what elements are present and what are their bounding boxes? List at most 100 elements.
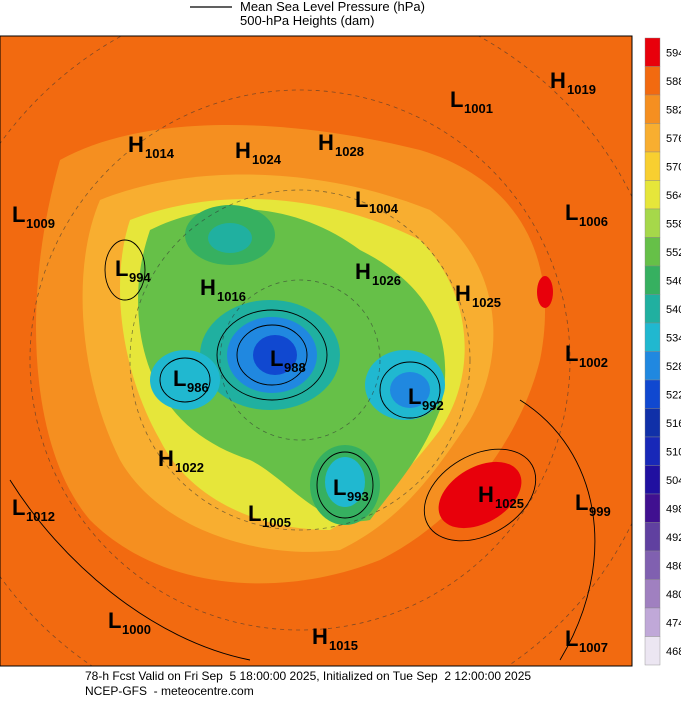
- isobar: [236, 324, 308, 386]
- colorbar-swatch: [644, 294, 661, 324]
- isobar: [519, 399, 596, 661]
- center-letter: L: [108, 608, 121, 633]
- center-pressure: 1009: [26, 216, 55, 231]
- height-region: [150, 350, 220, 410]
- colorbar-swatch: [644, 436, 661, 466]
- colorbar-swatch: [644, 237, 661, 267]
- center-letter: H: [355, 259, 371, 284]
- center-pressure: 999: [589, 504, 611, 519]
- center-pressure: 1007: [579, 640, 608, 655]
- colorbar-swatch: [644, 522, 661, 552]
- height-region: [208, 223, 252, 253]
- center-pressure: 988: [284, 360, 306, 375]
- latitude-line: [29, 89, 571, 631]
- colorbar-label: 552: [666, 247, 681, 259]
- center-letter: L: [575, 490, 588, 515]
- center-pressure: 1000: [122, 622, 151, 637]
- map-frame: [0, 35, 633, 667]
- center-pressure: 1002: [579, 355, 608, 370]
- center-pressure: 986: [187, 380, 209, 395]
- colorbar-label: 528: [666, 361, 681, 373]
- center-pressure: 992: [422, 398, 444, 413]
- center-letter: H: [235, 138, 251, 163]
- colorbar-label: 474: [666, 617, 681, 629]
- center-pressure: 1006: [579, 214, 608, 229]
- height-region: [390, 372, 430, 408]
- center-letter: L: [12, 202, 25, 227]
- center-pressure: 1015: [329, 638, 358, 653]
- map: [0, 35, 633, 667]
- legend-label: Mean Sea Level Pressure (hPa): [240, 0, 425, 14]
- colorbar-label: 576: [666, 133, 681, 145]
- center-letter: H: [158, 446, 174, 471]
- center-letter: L: [173, 366, 186, 391]
- colorbar-label: 540: [666, 304, 681, 316]
- colorbar-swatch: [644, 322, 661, 352]
- center-pressure: 993: [347, 489, 369, 504]
- colorbar-label: 582: [666, 104, 681, 116]
- center-letter: L: [565, 626, 578, 651]
- center-letter: H: [318, 130, 334, 155]
- center-letter: L: [270, 346, 283, 371]
- height-region: [253, 335, 297, 375]
- center-pressure: 1012: [26, 509, 55, 524]
- colorbar-label: 558: [666, 218, 681, 230]
- colorbar-swatch: [644, 379, 661, 409]
- colorbar-swatch: [644, 351, 661, 381]
- colorbar-label: 522: [666, 389, 681, 401]
- colorbar-swatch: [644, 123, 661, 153]
- center-pressure: 1004: [369, 201, 399, 216]
- center-letter: L: [248, 501, 261, 526]
- colorbar-swatch: [644, 408, 661, 438]
- center-letter: H: [312, 624, 328, 649]
- latitude-line: [129, 189, 471, 531]
- center-pressure: 1022: [175, 460, 204, 475]
- colorbar-swatch: [644, 37, 661, 67]
- isobar: [159, 357, 211, 403]
- isobar: [9, 479, 251, 661]
- center-pressure: 1005: [262, 515, 291, 530]
- footer-text: 78-h Fcst Valid on Fri Sep 5 18:00:00 20…: [85, 669, 531, 683]
- footer-text: NCEP-GFS - meteocentre.com: [85, 684, 254, 698]
- colorbar-swatch: [644, 66, 661, 96]
- isobar: [379, 361, 441, 419]
- colorbar-swatch: [644, 180, 661, 210]
- isobar: [104, 239, 146, 301]
- center-letter: L: [450, 87, 463, 112]
- colorbar-label: 570: [666, 161, 681, 173]
- colorbar-label: 510: [666, 446, 681, 458]
- colorbar-label: 468: [666, 646, 681, 658]
- colorbar-label: 546: [666, 275, 681, 287]
- height-region: [537, 276, 553, 308]
- center-pressure: 994: [129, 270, 151, 285]
- colorbar-label: 480: [666, 589, 681, 601]
- colorbar-swatch: [644, 636, 661, 666]
- center-letter: H: [478, 482, 494, 507]
- center-pressure: 1028: [335, 144, 364, 159]
- center-pressure: 1025: [495, 496, 524, 511]
- center-letter: H: [200, 275, 216, 300]
- colorbar-swatch: [644, 151, 661, 181]
- center-pressure: 1025: [472, 295, 501, 310]
- center-letter: L: [355, 187, 368, 212]
- center-letter: L: [565, 200, 578, 225]
- center-letter: L: [408, 384, 421, 409]
- colorbar-label: 516: [666, 418, 681, 430]
- legend-label: 500-hPa Heights (dam): [240, 13, 374, 28]
- center-letter: L: [12, 495, 25, 520]
- colorbar-swatch: [644, 265, 661, 295]
- colorbar-swatch: [644, 579, 661, 609]
- colorbar-swatch: [644, 465, 661, 495]
- latitude-line: [219, 279, 381, 441]
- colorbar-label: 486: [666, 560, 681, 572]
- center-pressure: 1001: [464, 101, 493, 116]
- colorbar-swatch: [644, 493, 661, 523]
- colorbar-swatch: [644, 208, 661, 238]
- colorbar-label: 492: [666, 532, 681, 544]
- colorbar-label: 588: [666, 76, 681, 88]
- isobar: [316, 451, 374, 519]
- colorbar-swatch: [644, 550, 661, 580]
- height-region: [438, 461, 522, 529]
- colorbar-label: 534: [666, 332, 681, 344]
